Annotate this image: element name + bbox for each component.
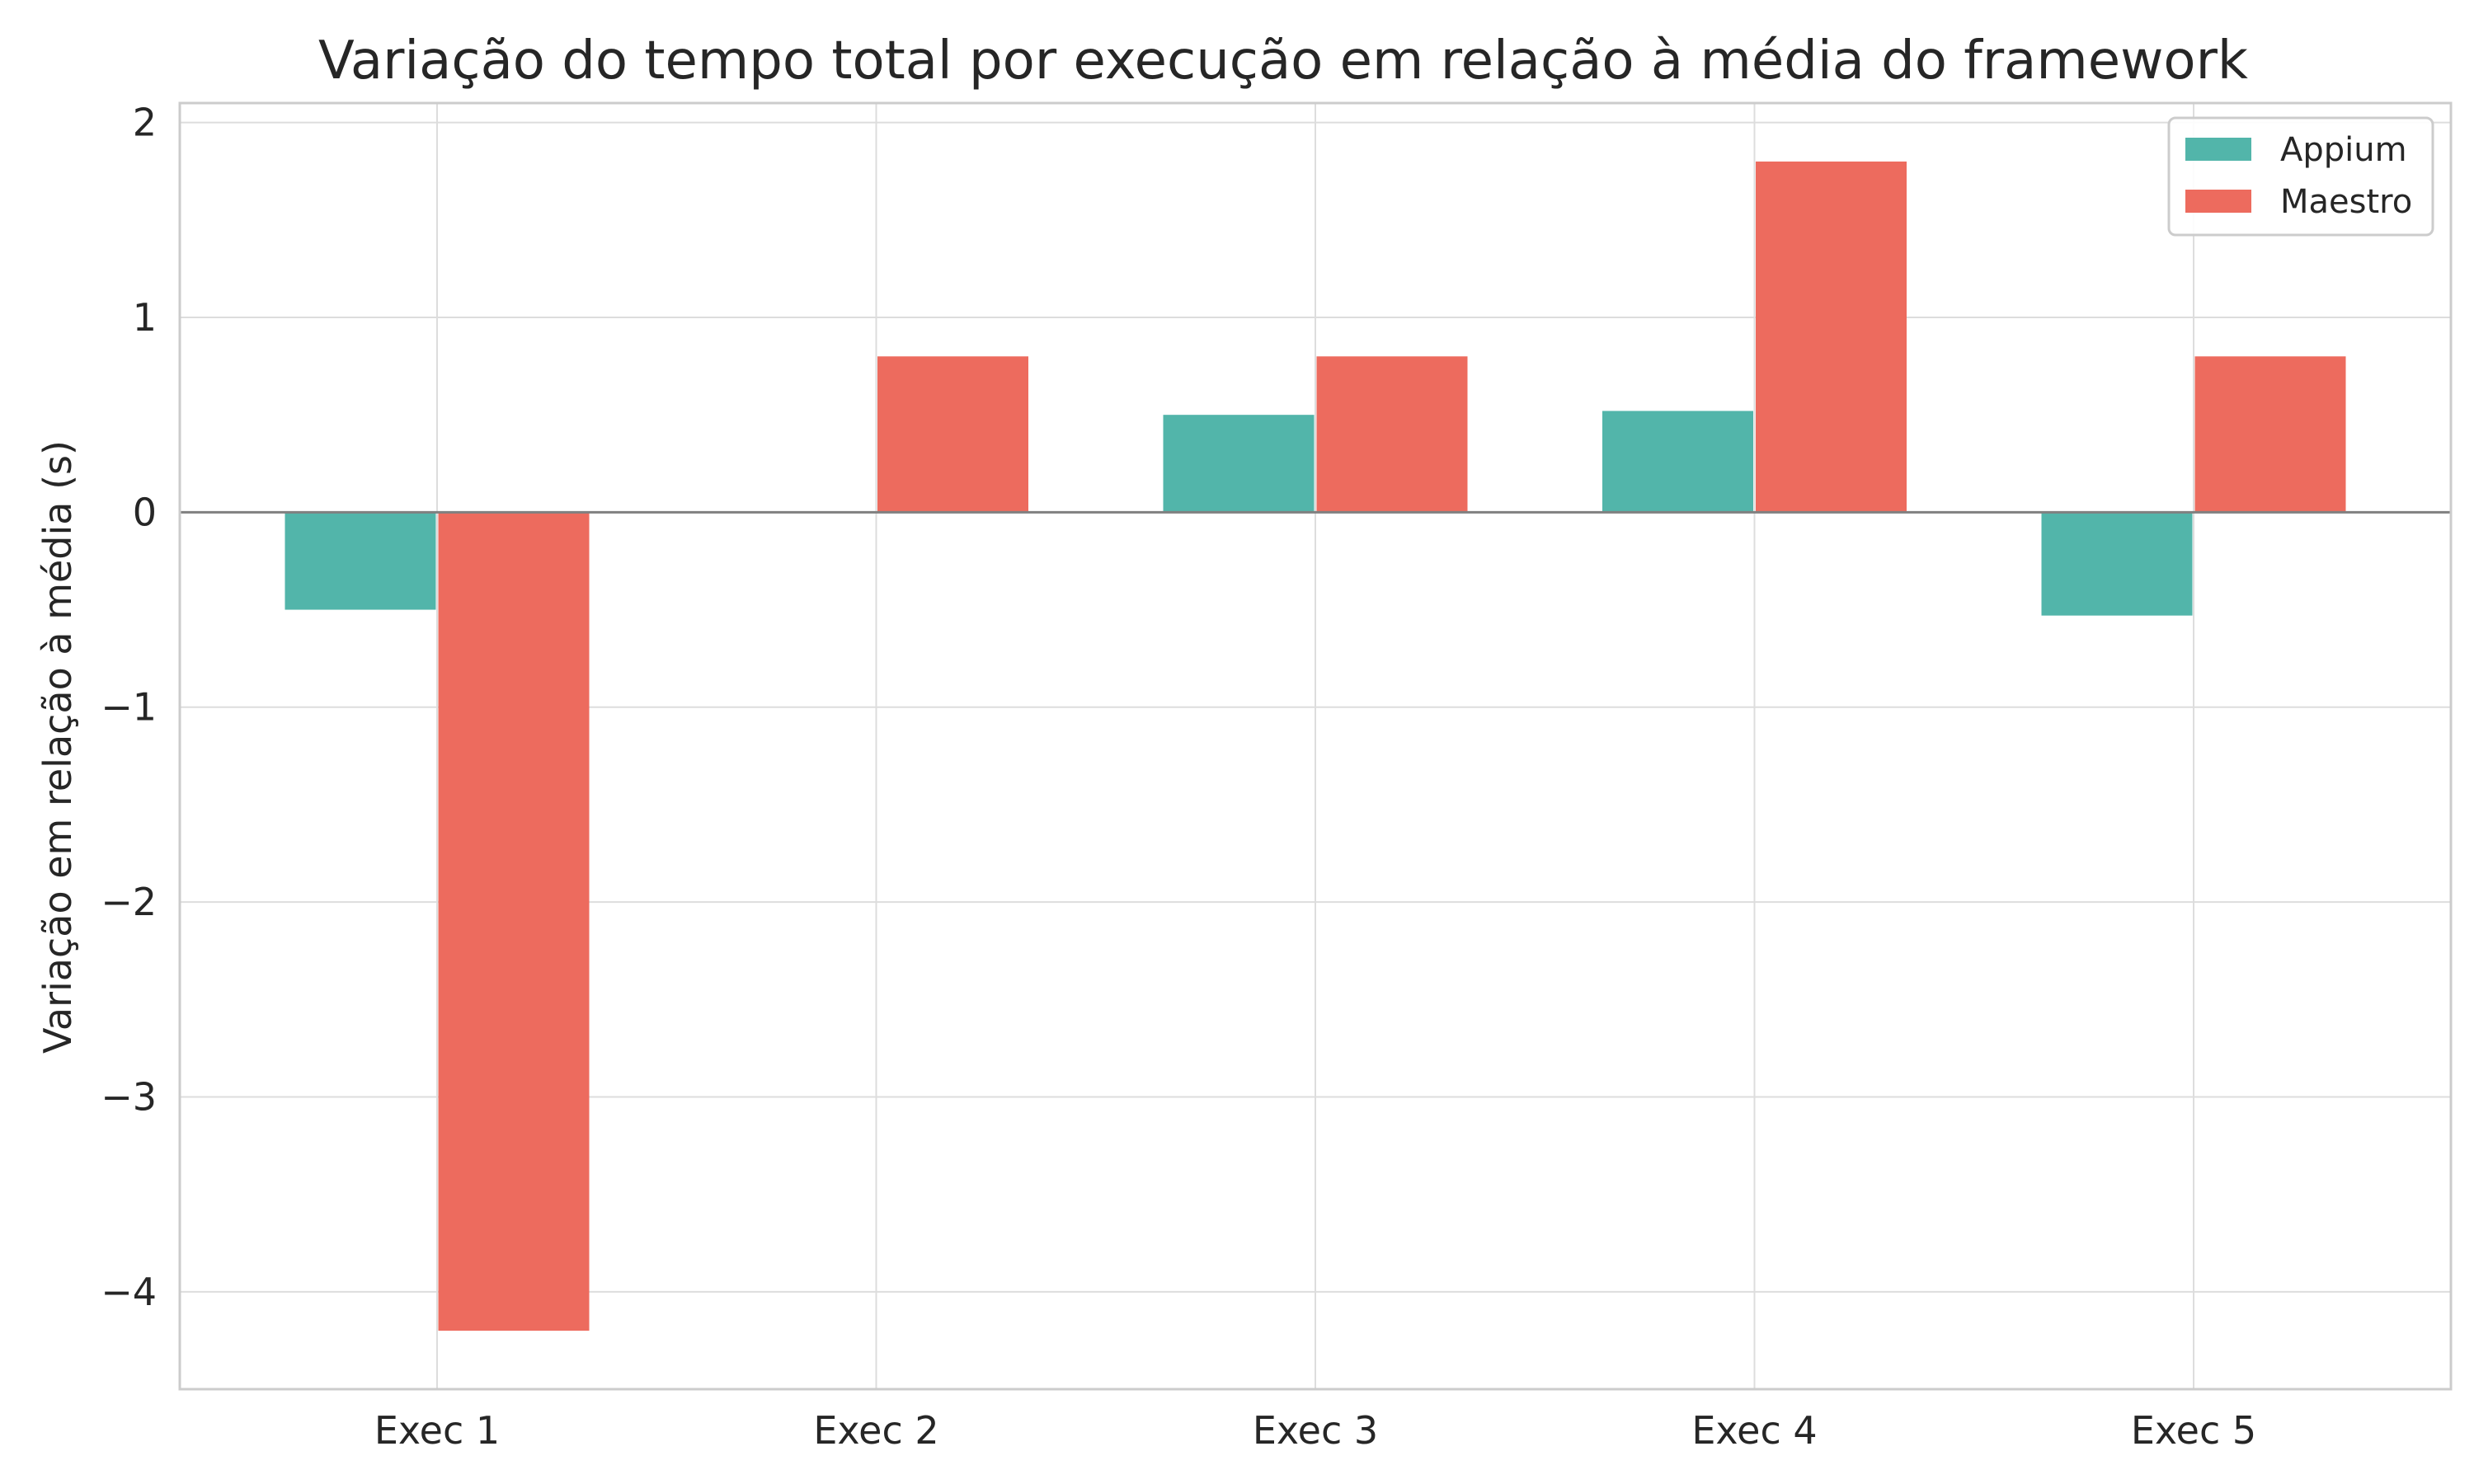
x-tick-label: Exec 2 <box>813 1408 938 1453</box>
y-tick-label: −1 <box>101 685 157 730</box>
bars-layer <box>285 161 2346 1331</box>
bar-appium-exec-1 <box>285 512 436 610</box>
legend-label-maestro: Maestro <box>2280 183 2412 221</box>
y-tick-label: −4 <box>101 1270 157 1314</box>
bar-maestro-exec-4 <box>1756 161 1907 513</box>
bar-maestro-exec-3 <box>1316 356 1468 513</box>
bar-appium-exec-3 <box>1163 415 1315 513</box>
x-tick-label: Exec 5 <box>2131 1408 2256 1453</box>
bar-maestro-exec-2 <box>877 356 1028 513</box>
y-tick-label: −3 <box>101 1074 157 1119</box>
bar-maestro-exec-5 <box>2194 356 2346 513</box>
y-tick-label: 2 <box>133 101 157 145</box>
y-tick-label: −2 <box>101 880 157 924</box>
legend: Appium Maestro <box>2167 116 2434 237</box>
tick-label-layer: 2 1 0 −1 −2 −3 −4 Exec 1 Exec 2 Exec 3 Exec 4 Exec … <box>101 101 2256 1453</box>
legend-label-appium: Appium <box>2280 131 2407 169</box>
x-tick-label: Exec 3 <box>1253 1408 1378 1453</box>
y-tick-label: 0 <box>133 490 157 534</box>
legend-swatch-appium <box>2185 138 2251 161</box>
x-tick-label: Exec 1 <box>374 1408 500 1453</box>
y-axis-label: Variação em relação à média (s) <box>35 440 80 1054</box>
chart-title: Variação do tempo total por execução em … <box>318 31 2248 92</box>
x-tick-label: Exec 4 <box>1691 1408 1817 1453</box>
plot-frame <box>178 101 2453 1391</box>
legend-swatch-maestro <box>2185 190 2251 213</box>
bar-appium-exec-5 <box>2041 512 2193 616</box>
bar-maestro-exec-1 <box>438 512 590 1331</box>
bar-appium-exec-4 <box>1602 411 1753 513</box>
y-tick-label: 1 <box>133 295 157 340</box>
